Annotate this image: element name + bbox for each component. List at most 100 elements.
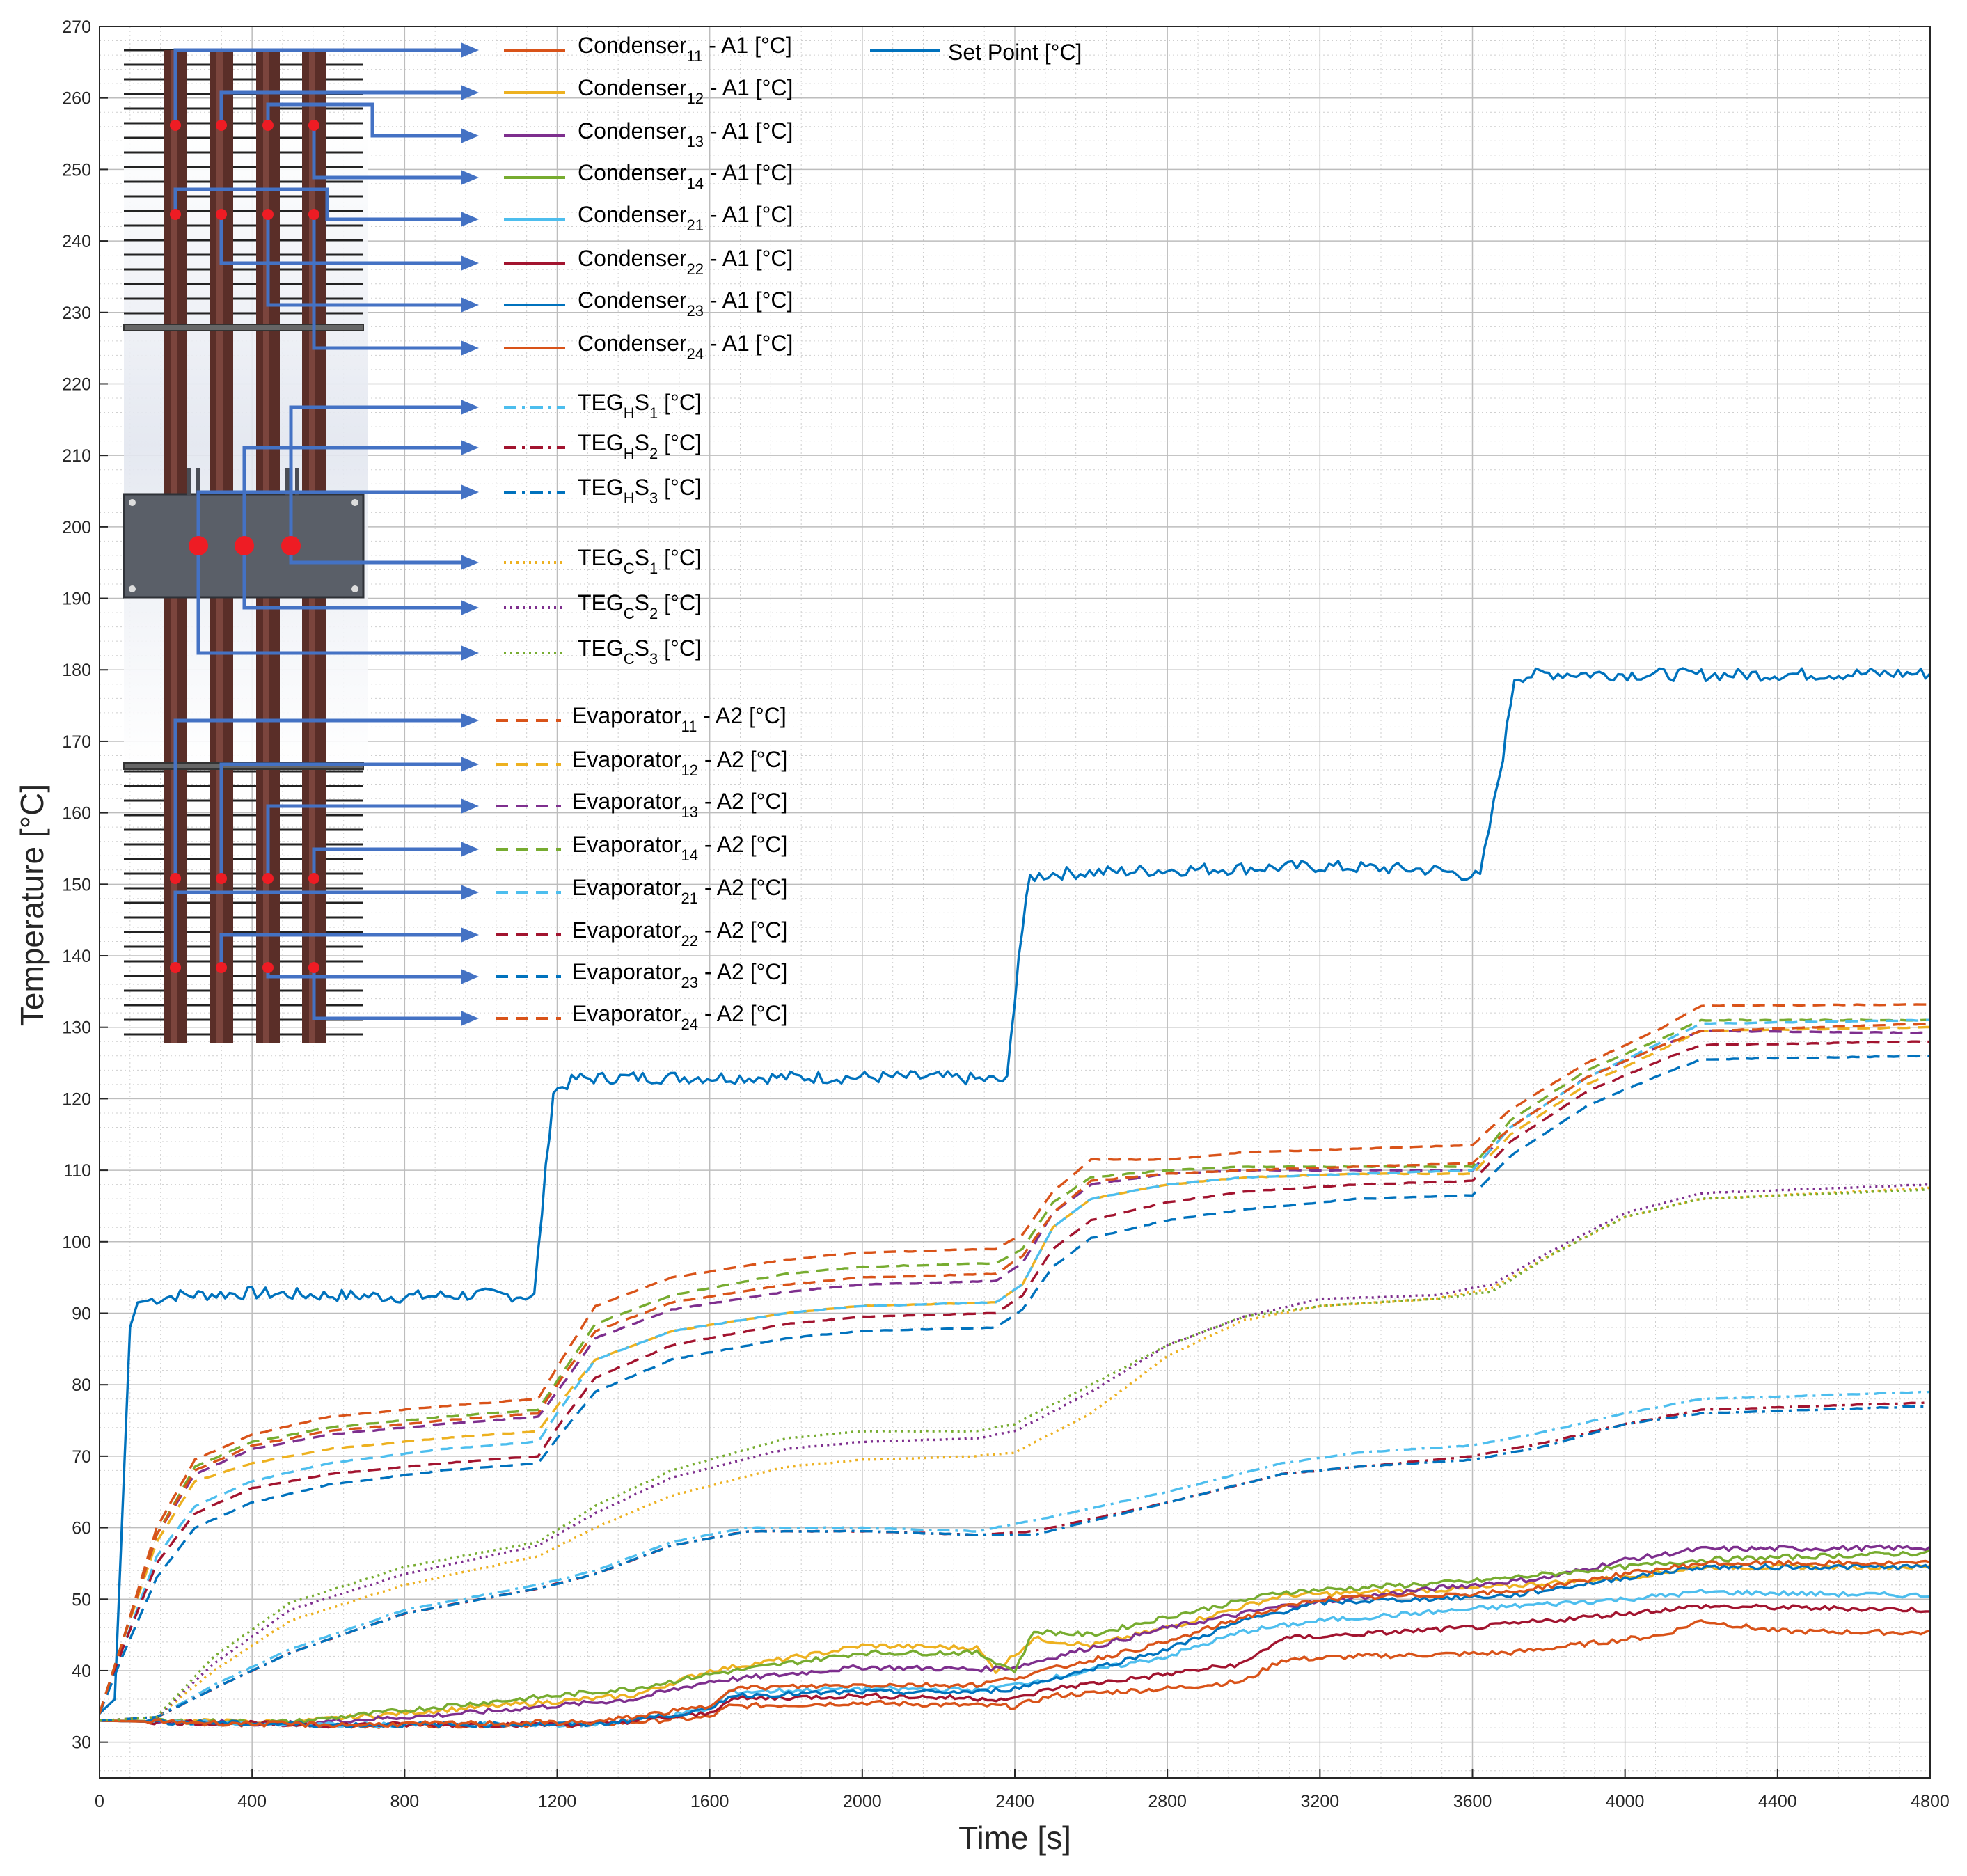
x-tick-label: 3600 xyxy=(1453,1792,1492,1811)
sensor-point xyxy=(216,873,227,884)
callout-line xyxy=(219,762,461,878)
sensor-point xyxy=(262,873,274,884)
y-axis-ticks: 30 40 50 60 70 80 90 100 110 120 130 140 150 160 170 18… xyxy=(62,17,108,1753)
y-tick-label: 180 xyxy=(62,661,91,680)
series-line xyxy=(100,1183,1930,1722)
schematic-background xyxy=(124,125,368,766)
legend-label: Condenser14 - A1 [°C] xyxy=(578,160,793,192)
callout-arrowhead xyxy=(461,1011,479,1026)
sensor-point xyxy=(216,120,227,131)
y-tick-label: 80 xyxy=(72,1376,91,1395)
callout-line xyxy=(312,125,461,180)
callout-line xyxy=(196,490,461,546)
y-tick-label: 90 xyxy=(72,1304,91,1323)
sensor-point xyxy=(281,536,301,555)
y-tick-label: 160 xyxy=(62,804,91,823)
callout-arrowhead xyxy=(461,85,479,100)
callout-arrowhead xyxy=(461,255,479,271)
sensor-point xyxy=(308,873,319,884)
x-tick-label: 400 xyxy=(237,1792,267,1811)
callout-line xyxy=(312,968,461,1020)
callout-line xyxy=(219,933,461,968)
y-tick-label: 210 xyxy=(62,446,91,466)
callout-line xyxy=(266,214,461,307)
bolt xyxy=(129,499,136,506)
y-tick-label: 260 xyxy=(62,89,91,109)
x-tick-label: 1200 xyxy=(538,1792,577,1811)
legend-label: Evaporator24 - A2 [°C] xyxy=(572,1001,787,1033)
legend-label: Condenser12 - A1 [°C] xyxy=(578,75,793,107)
callout-arrowhead xyxy=(461,340,479,356)
teg-pin xyxy=(196,468,200,496)
series-line xyxy=(100,1188,1930,1722)
y-tick-label: 110 xyxy=(63,1161,91,1181)
legend-label: Set Point [°C] xyxy=(948,40,1082,65)
legend-label: TEGCS3 [°C] xyxy=(578,636,702,668)
sensor-point xyxy=(170,873,181,884)
y-tick-label: 30 xyxy=(72,1733,91,1753)
bolt xyxy=(129,585,136,592)
series-line xyxy=(100,1022,1930,1715)
callout-arrowhead xyxy=(461,484,479,500)
callout-line xyxy=(173,187,461,221)
teg-pin xyxy=(187,468,191,496)
heat-pipe-schematic xyxy=(123,42,479,1043)
callout-line xyxy=(289,405,461,546)
bolt xyxy=(351,585,358,592)
y-tick-label: 240 xyxy=(62,232,91,251)
y-tick-label: 200 xyxy=(62,518,91,537)
sensor-point xyxy=(170,962,181,973)
sensor-point xyxy=(262,209,274,220)
teg-pin xyxy=(285,468,290,496)
legend-label: Condenser21 - A1 [°C] xyxy=(578,202,793,234)
legend-label: Evaporator12 - A2 [°C] xyxy=(572,747,787,779)
sensor-point xyxy=(235,536,254,555)
sensor-point xyxy=(308,962,319,973)
series-line xyxy=(100,1040,1930,1715)
x-tick-label: 4400 xyxy=(1758,1792,1797,1811)
callout-arrowhead xyxy=(461,798,479,814)
callout-line xyxy=(266,102,461,138)
callout-line xyxy=(196,546,461,655)
series-line xyxy=(100,1003,1930,1715)
y-tick-label: 60 xyxy=(72,1519,91,1538)
y-axis-label: Temperature [°C] xyxy=(14,784,50,1026)
x-tick-label: 4800 xyxy=(1911,1792,1950,1811)
legend-label: TEGHS2 [°C] xyxy=(578,430,702,462)
sensor-point xyxy=(170,209,181,220)
callout-arrowhead xyxy=(461,713,479,728)
legend-label: Evaporator23 - A2 [°C] xyxy=(572,959,787,991)
legend-label: Condenser11 - A1 [°C] xyxy=(578,33,792,65)
callout-line xyxy=(242,446,461,546)
callout-arrowhead xyxy=(461,885,479,900)
legend-label: Evaporator22 - A2 [°C] xyxy=(572,917,787,949)
legend-label: Evaporator13 - A2 [°C] xyxy=(572,789,787,821)
y-tick-label: 70 xyxy=(72,1447,91,1467)
y-tick-label: 50 xyxy=(72,1590,91,1609)
sensor-point xyxy=(262,120,274,131)
callout-arrowhead xyxy=(461,128,479,143)
callout-arrowhead xyxy=(461,842,479,857)
series-line xyxy=(100,1054,1930,1715)
sensor-callout-arrows xyxy=(173,42,479,1026)
legend-label: Condenser13 - A1 [°C] xyxy=(578,118,793,150)
sensor-point xyxy=(216,962,227,973)
y-tick-label: 190 xyxy=(62,590,91,609)
series-line xyxy=(100,1186,1930,1722)
y-tick-label: 250 xyxy=(62,160,91,180)
callout-arrowhead xyxy=(461,170,479,185)
teg-pin xyxy=(295,468,299,496)
sensor-point xyxy=(170,120,181,131)
x-axis-label: Time [s] xyxy=(958,1820,1071,1856)
y-tick-label: 120 xyxy=(62,1089,91,1109)
y-tick-label: 170 xyxy=(62,732,91,752)
series-line xyxy=(100,1018,1930,1715)
callout-line xyxy=(242,546,461,610)
callout-line xyxy=(219,90,461,125)
legend-label: Evaporator21 - A2 [°C] xyxy=(572,875,787,907)
sensor-point xyxy=(216,209,227,220)
series-layer xyxy=(100,667,1930,1729)
callout-line xyxy=(312,214,461,350)
series-line xyxy=(100,1549,1930,1726)
callout-arrowhead xyxy=(461,42,479,58)
